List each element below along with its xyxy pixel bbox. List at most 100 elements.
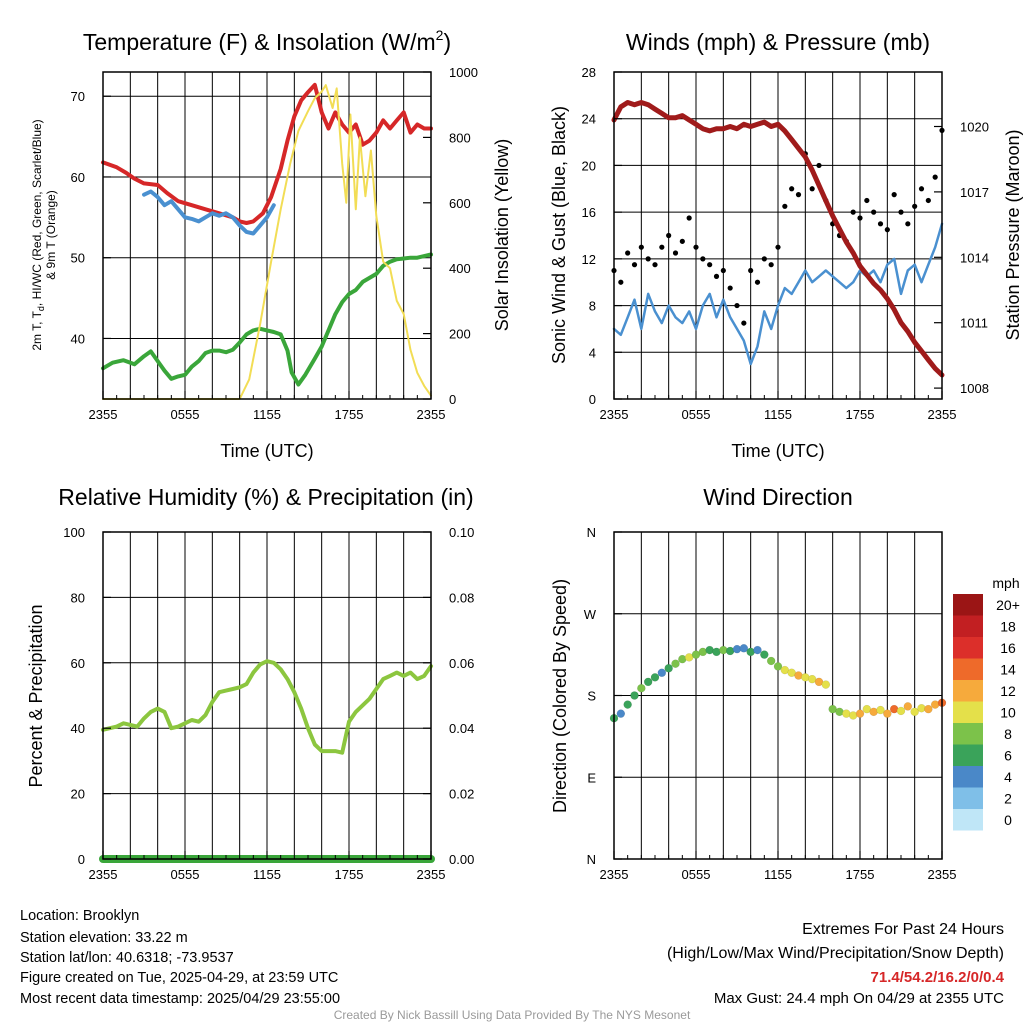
winds-series: [611, 100, 945, 378]
gust-point: [659, 244, 665, 250]
insolation-line: [102, 84, 432, 400]
station-location: Location: Brooklyn: [20, 908, 139, 924]
winds-ticks: 2355 0555 1155 1755 2355 0 4 8 12 16 20 24 28 1008 101…: [582, 65, 989, 422]
x-tick-label: 1755: [846, 407, 875, 422]
gust-point: [789, 186, 795, 192]
gust-point: [912, 203, 918, 209]
y-right-tick-label: 0: [449, 392, 456, 407]
station-elevation: Station elevation: 33.22 m: [20, 930, 188, 946]
y-right-tick-label: 400: [449, 261, 471, 276]
x-tick-label: 1155: [764, 867, 792, 882]
pressure-y-axis-label: Station Pressure (Maroon): [1003, 129, 1023, 340]
y-tick-label: 20: [71, 787, 85, 802]
winds-panel: Winds (mph) & Pressure (mb) 2355 0555 1155…: [549, 29, 1023, 461]
gust-point: [918, 186, 925, 192]
winds-gridlines: [614, 72, 942, 399]
x-tick-label: 0555: [171, 407, 200, 422]
colorbar-label: 12: [1000, 683, 1016, 699]
colorbar-swatch: [953, 809, 983, 831]
wind-direction-point: [664, 664, 673, 673]
gust-point: [734, 302, 740, 309]
y-tick-label: 0: [589, 392, 596, 407]
wind-direction-point: [643, 677, 653, 687]
gust-point: [693, 244, 699, 250]
x-tick-label: 2355: [928, 867, 957, 882]
gust-point: [686, 215, 692, 221]
wind-direction-point: [896, 706, 906, 716]
y-right-tick-label: 1014: [960, 250, 989, 265]
max-gust: Max Gust: 24.4 mph On 04/29 at 2355 UTC: [714, 990, 1004, 1007]
gust-point: [905, 221, 911, 227]
temperature-panel: Temperature (F) & Insolation (W/m2) 2355…: [30, 27, 512, 461]
colorbar-swatch: [953, 658, 983, 680]
wind-direction-panel-title: Wind Direction: [703, 484, 853, 510]
x-tick-label: 2355: [928, 407, 957, 422]
gust-point: [857, 215, 863, 221]
winds-y-axis-label: Sonic Wind & Gust (Blue, Black): [549, 106, 569, 364]
gust-point: [932, 174, 938, 180]
wind-direction-point: [637, 683, 646, 693]
humidity-ticks: 2355 0555 1155 1755 2355 0 20 40 60 80 100 0.00 0.02…: [63, 525, 474, 882]
gust-point: [816, 162, 822, 169]
y-tick-label: N: [587, 525, 596, 540]
temperature-series: [101, 82, 433, 400]
y-tick-label: 20: [582, 158, 596, 173]
wind-direction-point: [855, 709, 865, 718]
gust-point: [679, 238, 685, 244]
gust-point: [884, 227, 890, 233]
colorbar-swatch: [953, 680, 983, 702]
temperature-y-axis-label-1: 2m T, Td, HI/WC (Red, Green, Scarlet/Blu…: [30, 119, 46, 350]
y-tick-label: 60: [71, 656, 85, 671]
gust-point: [925, 197, 931, 204]
x-tick-label: 0555: [682, 867, 711, 882]
temperature-ticks: 2355 0555 1155 1755 2355 40 50 60 70 0 200 400 600 80…: [71, 65, 478, 422]
insolation-y-axis-label: Solar Insolation (Yellow): [492, 139, 512, 331]
colorbar-swatch: [953, 766, 983, 788]
gust-point: [775, 244, 781, 250]
extremes-subheading: (High/Low/Max Wind/Precipitation/Snow De…: [667, 945, 1004, 962]
y-tick-label: 50: [71, 251, 85, 266]
y-right-tick-label: 0.02: [449, 787, 474, 802]
gust-point: [638, 244, 644, 250]
wind-direction-point: [657, 668, 667, 678]
wind-direction-point: [910, 707, 919, 717]
gust-point: [727, 285, 733, 291]
colorbar-swatch: [953, 744, 983, 766]
x-tick-label: 1155: [253, 867, 281, 882]
wind-direction-ticks: 2355 0555 1155 1755 2355 N E S W N: [584, 525, 957, 882]
colorbar-label: 14: [1000, 661, 1016, 677]
gust-point: [877, 221, 884, 227]
gust-point: [618, 279, 624, 285]
colorbar-swatch: [953, 615, 983, 637]
y-tick-label: 24: [582, 112, 596, 127]
gust-point: [631, 262, 638, 268]
gust-point: [652, 262, 658, 268]
y-right-tick-label: 0.10: [449, 525, 474, 540]
station-pressure-line: [611, 100, 945, 378]
colorbar-swatch: [953, 701, 983, 723]
gust-point: [761, 256, 767, 262]
gust-point: [666, 232, 672, 239]
x-tick-label: 2355: [600, 407, 629, 422]
extremes-values: 71.4/54.2/16.2/0/0.4: [871, 969, 1005, 986]
y-right-tick-label: 0.00: [449, 852, 474, 867]
y-tick-label: 4: [589, 345, 596, 360]
gust-point: [864, 197, 870, 204]
y-tick-label: 28: [582, 65, 596, 80]
wind-direction-point: [616, 709, 626, 718]
gust-point: [809, 186, 815, 192]
y-right-tick-label: 1017: [960, 185, 989, 200]
credit-line: Created By Nick Bassill Using Data Provi…: [334, 1008, 691, 1022]
x-tick-label: 1155: [253, 407, 281, 422]
x-tick-label: 2355: [417, 867, 446, 882]
y-right-tick-label: 600: [449, 196, 471, 211]
colorbar-label: 4: [1004, 769, 1012, 785]
gust-point: [795, 192, 802, 198]
wind-direction-point: [883, 709, 892, 718]
figure-created-time: Figure created on Tue, 2025-04-29, at 23…: [20, 970, 338, 986]
gust-point: [645, 256, 651, 262]
temperature-gridlines: [103, 72, 431, 399]
gust-point: [871, 209, 877, 215]
y-tick-label: 12: [582, 252, 596, 267]
